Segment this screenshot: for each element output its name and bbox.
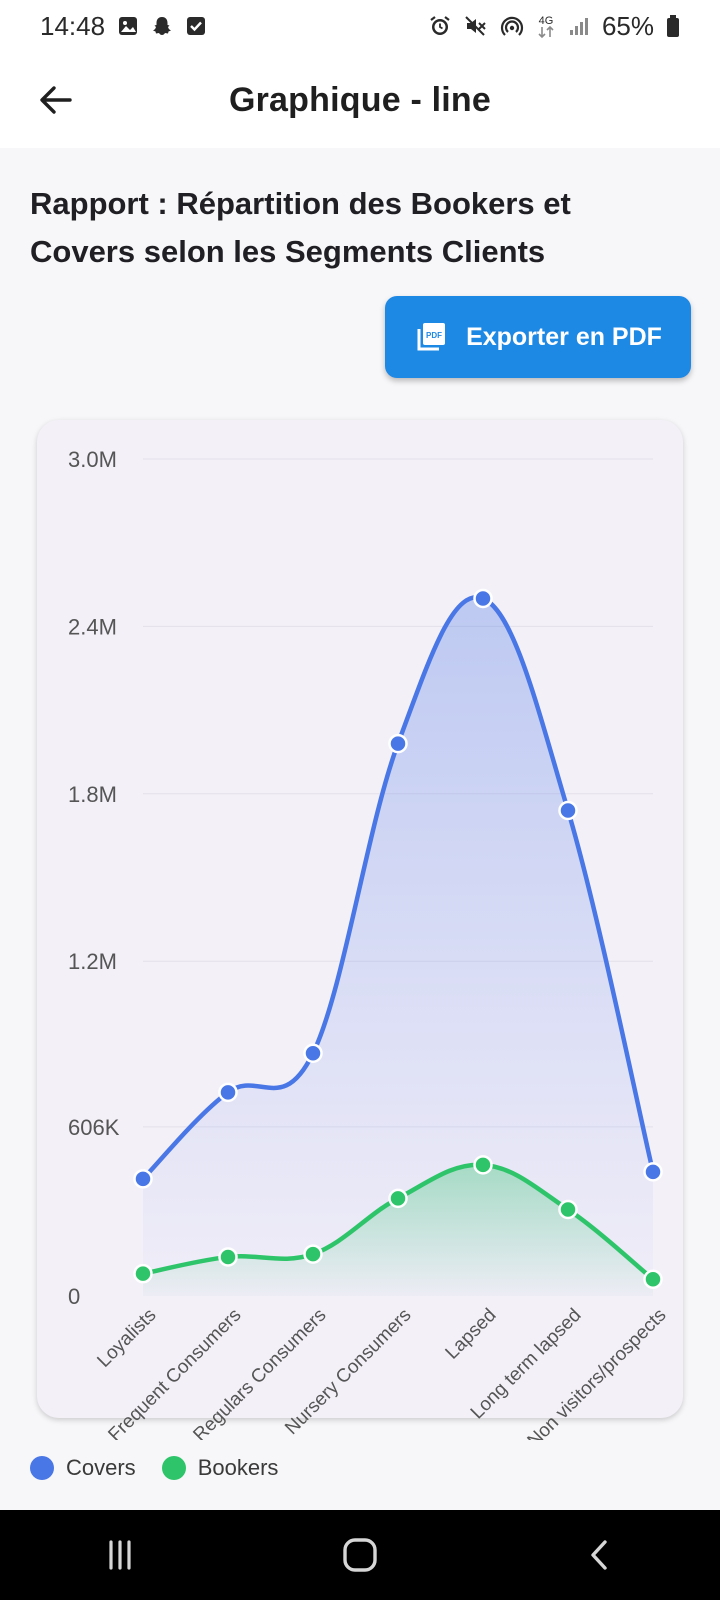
x-tick-label: Non visitors/prospects xyxy=(524,1305,671,1440)
point-bookers[interactable] xyxy=(218,1247,238,1267)
series-layer xyxy=(133,588,663,1296)
chart-legend: Covers Bookers xyxy=(30,1450,278,1486)
system-nav-bar xyxy=(0,1510,720,1600)
legend-dot-bookers xyxy=(161,1456,186,1480)
signal-icon xyxy=(568,15,590,37)
point-covers[interactable] xyxy=(643,1162,663,1182)
line-chart: 0 606K 1.2M 1.8M 2.4M 3.0M LoyalistsFrequent … xyxy=(68,447,671,1440)
snapchat-icon xyxy=(151,15,173,37)
network-label: 4G xyxy=(539,15,554,27)
point-bookers[interactable] xyxy=(558,1199,578,1220)
status-left: 14:48 xyxy=(40,11,207,42)
y-tick-label: 0 xyxy=(68,1284,80,1309)
gallery-icon xyxy=(117,15,139,37)
point-covers[interactable] xyxy=(133,1169,153,1189)
point-covers[interactable] xyxy=(218,1082,238,1103)
line-covers xyxy=(140,595,656,1182)
alarm-icon xyxy=(428,14,452,38)
export-pdf-button[interactable]: PDF Exporter en PDF xyxy=(385,296,691,378)
nav-back-button[interactable] xyxy=(560,1520,640,1590)
home-icon xyxy=(343,1538,377,1572)
point-covers[interactable] xyxy=(388,733,408,754)
arrow-back-icon xyxy=(40,86,72,114)
legend-label-bookers: Bookers xyxy=(197,1455,279,1480)
y-tick-label: 2.4M xyxy=(68,614,117,639)
pdf-icon: PDF xyxy=(417,323,446,351)
recent-apps-button[interactable] xyxy=(80,1520,160,1590)
point-bookers[interactable] xyxy=(388,1188,408,1209)
legend-dot-covers xyxy=(30,1456,54,1480)
x-tick-label: Lapsed xyxy=(442,1305,501,1364)
x-tick-label: Loyalists xyxy=(93,1305,160,1372)
area-bookers xyxy=(143,1164,653,1296)
point-covers[interactable] xyxy=(473,588,493,609)
status-right: 4G 65% xyxy=(428,11,680,42)
point-bookers[interactable] xyxy=(133,1263,153,1284)
battery-percent: 65% xyxy=(601,10,654,41)
export-button-label: Exporter en PDF xyxy=(466,322,662,351)
point-bookers[interactable] xyxy=(643,1269,663,1290)
point-bookers[interactable] xyxy=(473,1155,493,1175)
status-time: 14:48 xyxy=(40,10,106,41)
y-tick-label: 3.0M xyxy=(68,447,117,472)
app-bar: Graphique - line xyxy=(0,52,720,148)
page-title: Graphique - line xyxy=(228,80,491,119)
mute-icon xyxy=(464,14,488,38)
point-covers[interactable] xyxy=(303,1043,323,1064)
point-covers[interactable] xyxy=(558,800,578,821)
status-bar: 14:48 4G 65% xyxy=(0,0,720,52)
y-tick-label: 606K xyxy=(68,1115,120,1140)
legend-item-covers[interactable]: Covers xyxy=(30,1455,136,1481)
svg-text:PDF: PDF xyxy=(426,331,442,340)
back-button[interactable] xyxy=(30,74,82,126)
checkbox-icon xyxy=(185,15,207,37)
network-4g-icon: 4G xyxy=(536,13,556,39)
y-tick-label: 1.2M xyxy=(68,949,117,974)
legend-label-covers: Covers xyxy=(66,1455,136,1480)
back-icon xyxy=(591,1540,607,1570)
recent-apps-icon xyxy=(109,1540,131,1570)
y-axis-ticks: 0 606K 1.2M 1.8M 2.4M 3.0M xyxy=(68,447,120,1309)
legend-item-bookers[interactable]: Bookers xyxy=(161,1455,279,1481)
battery-icon xyxy=(666,14,680,38)
home-button[interactable] xyxy=(320,1520,400,1590)
y-tick-label: 1.8M xyxy=(68,782,117,807)
point-bookers[interactable] xyxy=(303,1244,323,1264)
area-covers xyxy=(143,597,653,1296)
report-title: Rapport : Répartition des Bookers et Cov… xyxy=(30,186,571,269)
hotspot-icon xyxy=(500,14,524,38)
